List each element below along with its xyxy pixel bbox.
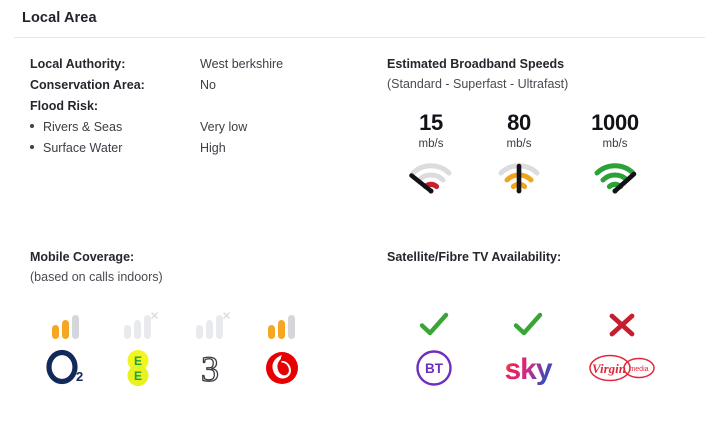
broadband-tier-standard: 15 mb/s xyxy=(387,110,475,195)
cross-icon xyxy=(607,309,637,341)
page-title: Local Area xyxy=(22,10,97,26)
broadband-section: Estimated Broadband Speeds (Standard - S… xyxy=(378,54,727,195)
tv-provider-virgin-media: Virgin media xyxy=(575,309,669,389)
check-icon xyxy=(512,309,544,341)
no-service-cross-icon xyxy=(151,312,158,319)
mobile-provider-ee: E E xyxy=(102,307,174,389)
flood-risk-label: Flood Risk: xyxy=(30,99,99,113)
flood-row-rivers-seas: Rivers & Seas Very low xyxy=(30,117,378,138)
flood-item-label: Surface Water xyxy=(43,141,123,155)
svg-text:3: 3 xyxy=(201,349,219,388)
detail-label: Conservation Area: xyxy=(30,78,145,92)
broadband-subtitle: (Standard - Superfast - Ultrafast) xyxy=(387,77,569,91)
vodafone-logo xyxy=(263,347,301,389)
mobile-coverage-title: Mobile Coverage: xyxy=(30,250,135,264)
signal-bars-icon xyxy=(46,307,86,341)
bottom-row: Mobile Coverage: (based on calls indoors… xyxy=(0,247,727,389)
mobile-provider-vodafone xyxy=(246,307,318,389)
local-area-content: Local Authority: West berkshire Conserva… xyxy=(0,38,727,389)
broadband-speed-unit: mb/s xyxy=(506,138,532,150)
broadband-title: Estimated Broadband Speeds xyxy=(387,57,565,71)
svg-text:BT: BT xyxy=(425,361,444,376)
check-icon xyxy=(418,309,450,341)
broadband-tier-superfast: 80 mb/s xyxy=(475,110,563,195)
broadband-speed-value: 80 xyxy=(507,110,531,135)
local-details-section: Local Authority: West berkshire Conserva… xyxy=(0,54,378,195)
tv-availability-section: Satellite/Fibre TV Availability: BT xyxy=(378,247,727,389)
svg-text:media: media xyxy=(629,366,648,373)
panel-header: Local Area xyxy=(0,0,727,28)
tv-provider-grid: BT xyxy=(387,309,727,389)
broadband-speeds: 15 mb/s 80 mb/s xyxy=(387,110,727,195)
three-logo: 3 xyxy=(191,347,229,389)
svg-text:E: E xyxy=(134,354,142,368)
wifi-gauge-medium-icon xyxy=(475,161,563,195)
ee-logo: E E xyxy=(118,347,158,389)
signal-bars-icon xyxy=(262,307,302,341)
mobile-provider-three: 3 xyxy=(174,307,246,389)
mobile-provider-o2: 2 xyxy=(30,307,102,389)
bullet-dot-icon xyxy=(30,124,34,128)
broadband-speed-value: 15 xyxy=(419,110,443,135)
bt-logo: BT xyxy=(414,347,454,389)
o2-logo: 2 xyxy=(43,347,89,389)
no-service-cross-icon xyxy=(223,312,230,319)
bullet-dot-icon xyxy=(30,145,34,149)
tv-availability-title: Satellite/Fibre TV Availability: xyxy=(387,250,562,264)
broadband-speed-value: 1000 xyxy=(591,110,639,135)
svg-text:Virgin: Virgin xyxy=(592,361,626,376)
flood-row-surface-water: Surface Water High xyxy=(30,138,378,159)
svg-text:E: E xyxy=(134,369,142,383)
broadband-speed-unit: mb/s xyxy=(602,138,628,150)
detail-row-conservation-area: Conservation Area: No xyxy=(30,75,378,96)
wifi-gauge-low-icon xyxy=(387,161,475,195)
tv-provider-bt: BT xyxy=(387,309,481,389)
broadband-tier-ultrafast: 1000 mb/s xyxy=(563,110,667,195)
broadband-speed-unit: mb/s xyxy=(418,138,444,150)
detail-row-local-authority: Local Authority: West berkshire xyxy=(30,54,378,75)
header-divider xyxy=(14,37,705,38)
virgin-media-logo: Virgin media xyxy=(586,347,658,389)
svg-text:sky: sky xyxy=(504,353,552,386)
flood-item-value: Very low xyxy=(200,120,248,134)
sky-logo: sky xyxy=(494,347,562,389)
mobile-coverage-subtitle: (based on calls indoors) xyxy=(30,270,163,284)
flood-item-label: Rivers & Seas xyxy=(43,120,123,134)
top-row: Local Authority: West berkshire Conserva… xyxy=(0,38,727,195)
detail-value: West berkshire xyxy=(200,57,284,71)
signal-bars-icon xyxy=(190,307,230,341)
flood-item-value: High xyxy=(200,141,226,155)
tv-provider-sky: sky xyxy=(481,309,575,389)
mobile-coverage-section: Mobile Coverage: (based on calls indoors… xyxy=(0,247,378,389)
detail-label: Local Authority: xyxy=(30,57,126,71)
mobile-provider-grid: 2 xyxy=(30,307,378,389)
svg-text:2: 2 xyxy=(76,369,83,384)
detail-value: No xyxy=(200,78,216,92)
signal-bars-icon xyxy=(118,307,158,341)
wifi-gauge-high-icon xyxy=(563,161,667,195)
